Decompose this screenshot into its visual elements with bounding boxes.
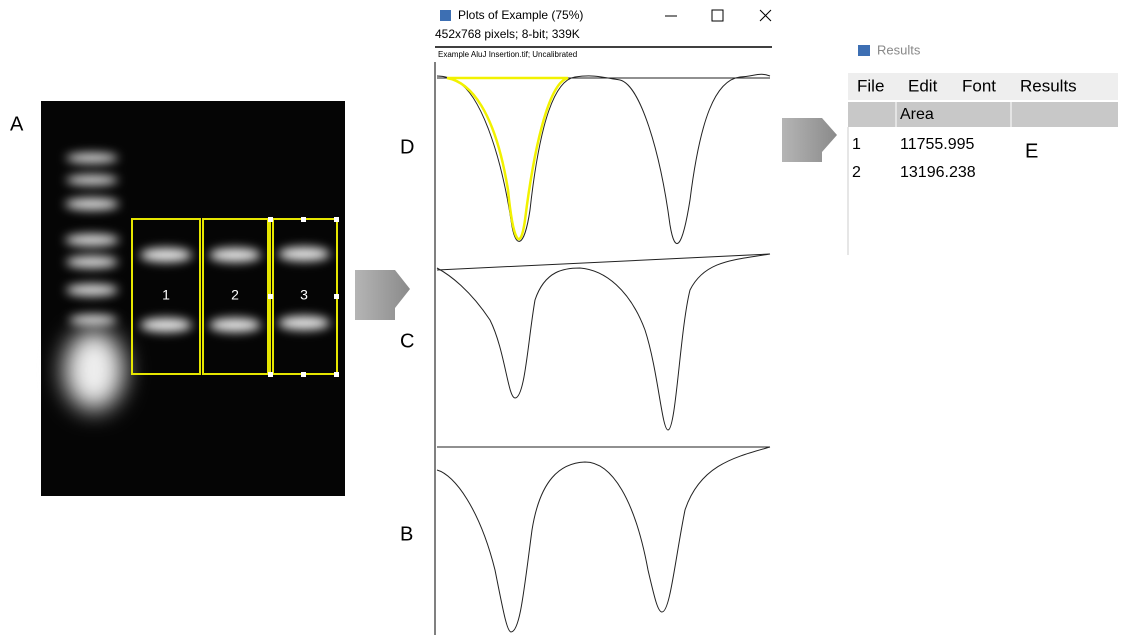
- figure: A 1 2 3 Plots of Example (75%) 452x768 p…: [0, 0, 1128, 635]
- window-title: Results: [877, 42, 921, 57]
- close[interactable]: [760, 10, 771, 21]
- window-title: Plots of Example (75%): [458, 8, 583, 22]
- menu-item[interactable]: File: [857, 76, 884, 95]
- lane-label: 1: [162, 287, 170, 303]
- cell: 11755.995: [900, 136, 975, 153]
- menu-item[interactable]: Results: [1020, 76, 1077, 95]
- lane-label: 2: [231, 287, 239, 303]
- lane-label: 3: [300, 287, 308, 303]
- cell: 13196.238: [900, 164, 976, 181]
- panel-label: A: [10, 113, 24, 135]
- page: A 1 2 3 Plots of Example (75%) 452x768 p…: [0, 0, 1128, 635]
- panel-label: D: [400, 136, 414, 158]
- header-cell: Area: [900, 106, 934, 123]
- image-info: 452x768 pixels; 8-bit; 339K: [435, 27, 580, 41]
- image-subtitle: Example AluJ Insertion.tif; Uncalibrated: [438, 50, 577, 59]
- selected-peak: [447, 78, 568, 239]
- table-header: [848, 102, 1118, 127]
- menu-item[interactable]: Edit: [908, 76, 938, 95]
- profile-plots: [437, 74, 770, 632]
- panel-label: B: [400, 523, 413, 545]
- window-icon: [858, 45, 870, 56]
- panel-label: C: [400, 330, 414, 352]
- window-icon: [440, 10, 451, 21]
- maximize[interactable]: [712, 10, 723, 21]
- cell: 2: [852, 164, 861, 181]
- panel-label: E: [1025, 140, 1038, 162]
- arrow: [355, 270, 410, 320]
- arrow: [782, 118, 837, 162]
- menu-item[interactable]: Font: [962, 76, 996, 95]
- cell: 1: [852, 136, 861, 153]
